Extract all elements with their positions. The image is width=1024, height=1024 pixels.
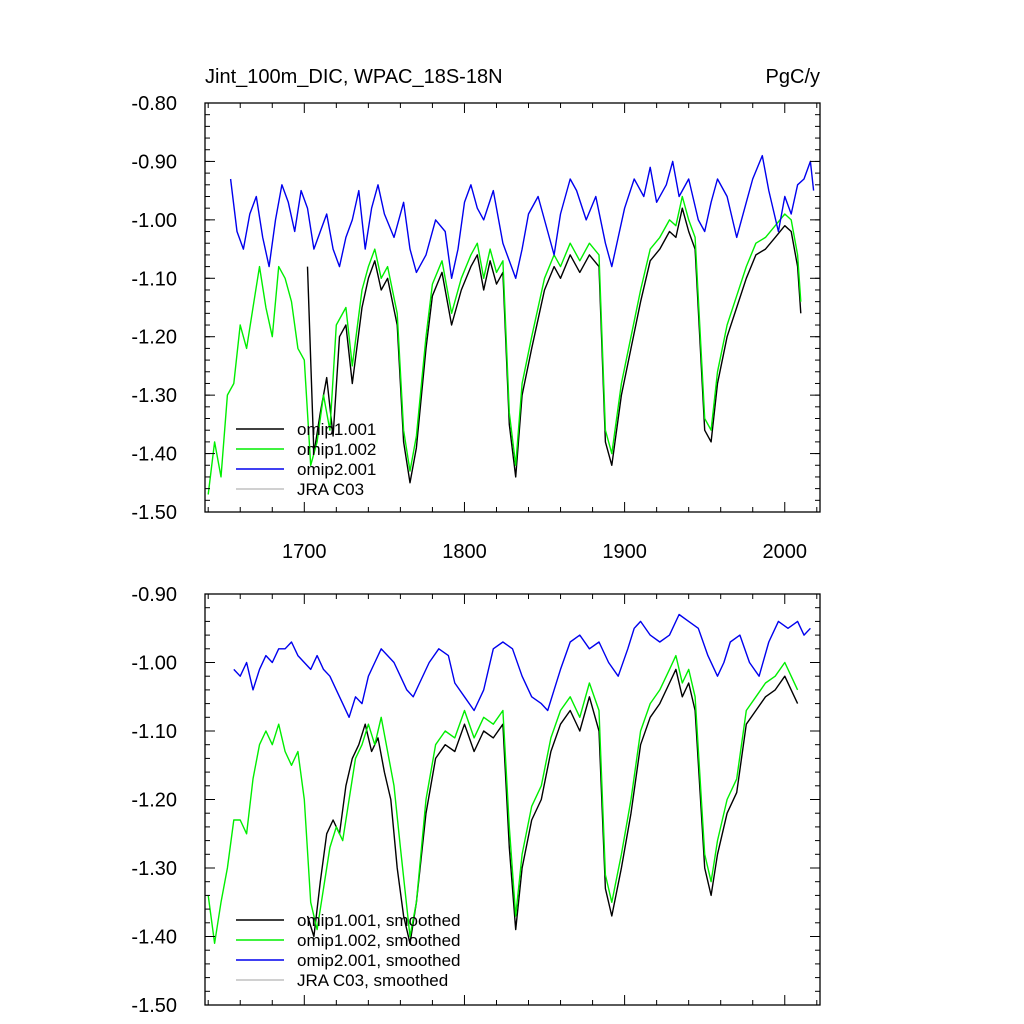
axis-ticks bbox=[205, 102, 820, 513]
series-line-omip1-001 bbox=[306, 207, 802, 484]
legend-label: omip2.001 bbox=[297, 460, 376, 479]
legend-label: JRA C03 bbox=[297, 480, 364, 499]
y-tick-label: -1.10 bbox=[131, 721, 177, 743]
y-tick-label: -1.10 bbox=[131, 268, 177, 290]
legend-label: omip1.002, smoothed bbox=[297, 931, 461, 950]
x-tick-label: 1700 bbox=[282, 541, 327, 563]
y-tick-label: -0.80 bbox=[131, 93, 177, 115]
y-axis-labels: -0.80 -0.90 -1.00 -1.10 -1.20 -1.30 -1.40 -1.50 bbox=[131, 93, 177, 524]
series-line-omip2-001-smoothed bbox=[233, 613, 811, 718]
y-tick-label: -0.90 bbox=[131, 584, 177, 606]
x-axis-labels: 1700 1800 1900 2000 bbox=[282, 541, 807, 563]
plot-frame bbox=[204, 102, 821, 513]
y-tick-label: -1.20 bbox=[131, 327, 177, 349]
y-tick-label: -1.40 bbox=[131, 444, 177, 466]
legend-label: omip2.001, smoothed bbox=[297, 951, 461, 970]
y-tick-label: -1.50 bbox=[131, 995, 177, 1017]
legend-label: omip1.002 bbox=[297, 440, 376, 459]
chart-title: Jint_100m_DIC, WPAC_18S-18N bbox=[205, 66, 503, 88]
x-tick-label: 1800 bbox=[442, 541, 487, 563]
y-tick-label: -0.90 bbox=[131, 151, 177, 173]
chart-units: PgC/y bbox=[766, 66, 820, 88]
y-tick-label: -1.50 bbox=[131, 502, 177, 524]
y-tick-label: -1.30 bbox=[131, 385, 177, 407]
series-group bbox=[207, 613, 811, 944]
series-line-omip2-001 bbox=[229, 154, 815, 279]
legend-label: omip1.001, smoothed bbox=[297, 911, 461, 930]
x-tick-label: 1900 bbox=[602, 541, 647, 563]
top-panel: Jint_100m_DIC, WPAC_18S-18N PgC/y -0.80-… bbox=[131, 66, 821, 563]
series-group bbox=[207, 154, 815, 495]
legend-label: omip1.001 bbox=[297, 420, 376, 439]
series-line-omip1-002 bbox=[207, 195, 802, 495]
series-line-omip1-002-smoothed bbox=[207, 654, 799, 944]
x-tick-label: 2000 bbox=[763, 541, 808, 563]
series-line-omip1-001-smoothed bbox=[306, 668, 799, 944]
y-tick-label: -1.40 bbox=[131, 927, 177, 949]
y-tick-label: -1.20 bbox=[131, 790, 177, 812]
bottom-panel: -0.90 -1.00 -1.10 -1.20 -1.30 -1.40 -1.50 omip… bbox=[131, 584, 821, 1017]
y-axis-labels: -0.90 -1.00 -1.10 -1.20 -1.30 -1.40 -1.50 bbox=[131, 584, 177, 1017]
axis-ticks bbox=[205, 593, 820, 1006]
y-tick-label: -1.30 bbox=[131, 858, 177, 880]
y-tick-label: -1.00 bbox=[131, 210, 177, 232]
y-tick-label: -1.00 bbox=[131, 653, 177, 675]
legend-label: JRA C03, smoothed bbox=[297, 971, 448, 990]
